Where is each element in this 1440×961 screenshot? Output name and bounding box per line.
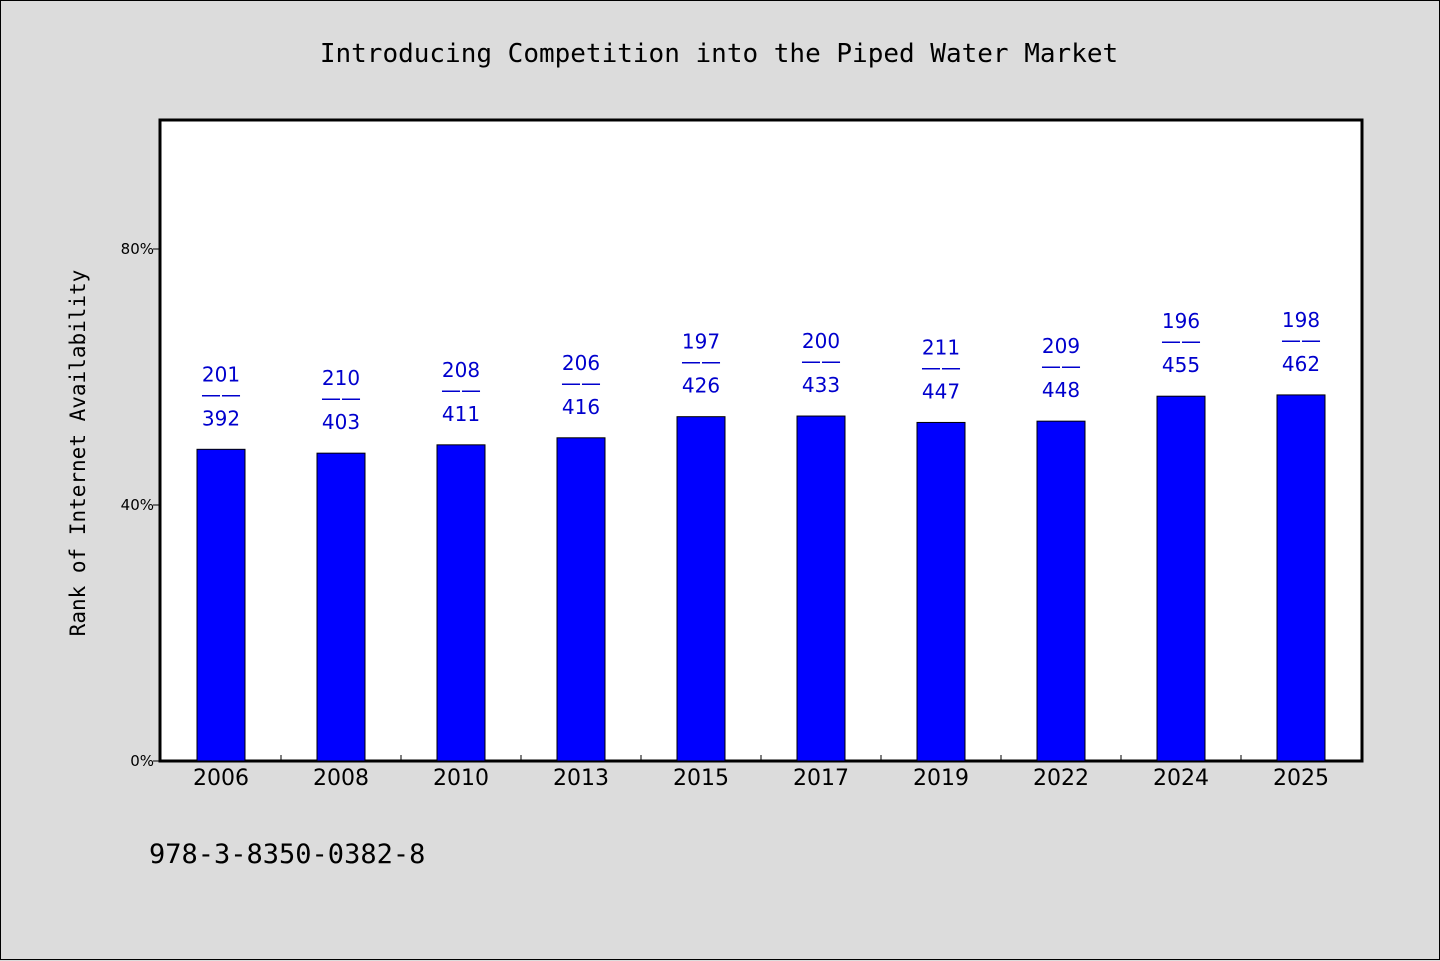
data-label-bottom: 403 [322, 410, 360, 434]
bar-2013 [556, 437, 606, 762]
x-tick-label: 2015 [673, 766, 729, 791]
data-label-bottom: 411 [442, 402, 480, 426]
data-label-top: 196 [1162, 309, 1200, 333]
data-label-separator: —— [681, 350, 721, 374]
data-label-bottom: 455 [1162, 353, 1200, 377]
y-tick-label: 80% [121, 240, 154, 258]
x-tick-label: 2008 [313, 766, 369, 791]
data-label-separator: —— [1041, 354, 1081, 378]
axis-ticks: 0% 40% 80% 2006 2008 2010 2013 2015 2017 2019 2022… [121, 240, 1329, 791]
bar-2006 [196, 448, 246, 762]
x-tick-label: 2024 [1153, 766, 1209, 791]
bar-2019 [916, 421, 966, 762]
data-label-top: 206 [562, 351, 600, 375]
data-label-top: 210 [322, 366, 360, 390]
data-label-separator: —— [201, 382, 241, 406]
data-label-top: 200 [802, 329, 840, 353]
x-tick-label: 2010 [433, 766, 489, 791]
data-label-bottom: 392 [202, 406, 240, 430]
chart-title: Introducing Competition into the Piped W… [320, 39, 1118, 69]
data-label-separator: —— [921, 355, 961, 379]
data-label-top: 198 [1282, 308, 1320, 332]
x-tick-label: 2025 [1273, 766, 1329, 791]
bars [196, 394, 1326, 762]
data-label-bottom: 426 [682, 374, 720, 398]
bar-2024 [1156, 395, 1206, 762]
data-label-bottom: 447 [922, 379, 960, 403]
data-label-bottom: 462 [1282, 352, 1320, 376]
data-label-bottom: 416 [562, 395, 600, 419]
data-label-top: 197 [682, 330, 720, 354]
y-axis-label: Rank of Internet Availability [66, 270, 90, 637]
x-tick-label: 2006 [193, 766, 249, 791]
data-label-top: 209 [1042, 334, 1080, 358]
data-labels: 201——392210——403208——411206——416197——426… [201, 308, 1321, 434]
x-tick-label: 2022 [1033, 766, 1089, 791]
bar-2025 [1276, 394, 1326, 762]
bar-2008 [316, 452, 366, 762]
data-label-separator: —— [801, 349, 841, 373]
data-label-separator: —— [561, 371, 601, 395]
bar-2022 [1036, 420, 1086, 762]
data-label-top: 201 [202, 362, 240, 386]
x-tick-label: 2013 [553, 766, 609, 791]
x-tick-label: 2019 [913, 766, 969, 791]
data-label-bottom: 433 [802, 373, 840, 397]
data-label-separator: —— [441, 378, 481, 402]
data-label-top: 211 [922, 335, 960, 359]
bar-2017 [796, 415, 846, 762]
footnote-isbn: 978-3-8350-0382-8 [149, 839, 425, 870]
y-tick-label: 0% [130, 752, 154, 770]
x-tick-label: 2017 [793, 766, 849, 791]
bar-2015 [676, 416, 726, 762]
data-label-top: 208 [442, 358, 480, 382]
data-label-bottom: 448 [1042, 378, 1080, 402]
data-label-separator: —— [321, 386, 361, 410]
data-label-separator: —— [1281, 328, 1321, 352]
bar-2010 [436, 444, 486, 762]
y-tick-label: 40% [121, 496, 154, 514]
data-label-separator: —— [1161, 329, 1201, 353]
